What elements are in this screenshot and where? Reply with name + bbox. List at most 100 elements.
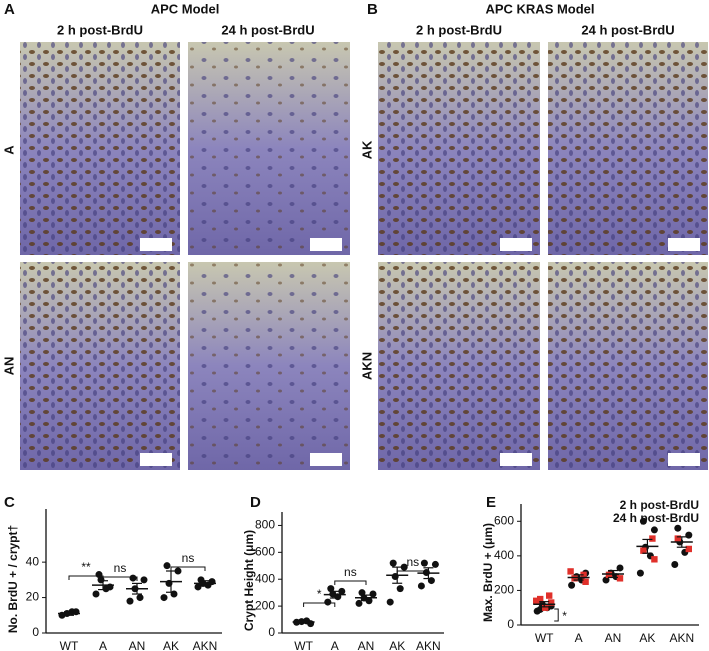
- x-tick-label: AN: [129, 639, 146, 651]
- x-tick-label: AK: [639, 631, 655, 645]
- y-tick-label: 0: [268, 625, 275, 639]
- data-point: [197, 576, 205, 584]
- y-tick-label: 0: [507, 617, 514, 631]
- x-tick-label: AK: [389, 639, 405, 651]
- x-tick-label: AN: [605, 631, 622, 645]
- scale-bar: [140, 453, 172, 466]
- scale-bar: [310, 238, 342, 251]
- data-point: [636, 569, 644, 577]
- scale-bar: [500, 453, 532, 466]
- data-point: [338, 587, 346, 595]
- y-tick-label: 20: [26, 590, 40, 604]
- micrograph-texture: [20, 262, 180, 470]
- data-point: [536, 605, 544, 613]
- data-point: [685, 545, 692, 553]
- data-point: [160, 594, 168, 602]
- row-label: AKN: [359, 352, 374, 380]
- data-point: [640, 547, 647, 554]
- data-point: [431, 560, 439, 568]
- x-tick-label: WT: [60, 639, 79, 651]
- panel-label: C: [4, 494, 15, 511]
- data-point: [355, 599, 363, 607]
- data-point: [533, 597, 540, 604]
- scale-bars: [140, 238, 700, 466]
- data-point: [163, 562, 171, 570]
- data-point: [389, 559, 397, 567]
- data-point: [95, 571, 103, 579]
- data-point: [417, 582, 425, 590]
- data-point: [548, 599, 555, 606]
- data-point: [126, 597, 134, 605]
- panel-label: D: [250, 494, 261, 511]
- significance-bracket: [334, 580, 367, 585]
- y-axis-label: Max. BrdU + (μm): [481, 523, 495, 622]
- micrograph-texture: [378, 262, 540, 470]
- scale-bar: [310, 453, 342, 466]
- legend-entry: 2 h post-BrdU: [620, 498, 699, 512]
- y-tick-label: 400: [494, 548, 514, 562]
- significance-label: **: [81, 560, 91, 574]
- micrograph-texture: [548, 42, 708, 255]
- significance-label: *: [562, 609, 567, 623]
- significance-label: ns: [182, 551, 195, 565]
- significance-label: ns: [406, 555, 419, 569]
- y-tick-label: 200: [255, 598, 275, 612]
- data-point: [129, 574, 137, 582]
- data-point: [546, 592, 553, 599]
- y-axis-label: No. BrdU + / crypt†: [6, 525, 20, 633]
- data-point: [568, 581, 576, 589]
- data-point: [605, 571, 613, 579]
- y-tick-label: 40: [26, 554, 40, 568]
- x-tick-label: A: [99, 639, 107, 651]
- data-point: [324, 598, 332, 606]
- column-label: 2 h post-BrdU: [57, 22, 143, 37]
- row-label: AK: [359, 140, 374, 159]
- y-tick-label: 600: [255, 545, 275, 559]
- scale-bar: [668, 238, 700, 251]
- data-point: [671, 561, 679, 568]
- data-point: [358, 589, 366, 597]
- panel-label: B: [367, 1, 378, 18]
- significance-label: ns: [344, 565, 357, 579]
- data-point: [542, 604, 549, 611]
- micrograph-texture: [378, 42, 540, 255]
- panel-label: E: [486, 494, 496, 511]
- x-tick-label: AKN: [416, 639, 441, 651]
- x-tick-label: AKN: [669, 631, 694, 645]
- y-tick-label: 0: [32, 625, 39, 639]
- data-point: [580, 571, 587, 579]
- y-axis-label: Crypt Height (μm): [242, 530, 256, 631]
- scale-bar: [668, 453, 700, 466]
- x-tick-label: A: [575, 631, 583, 645]
- column-label: 2 h post-BrdU: [416, 22, 502, 37]
- x-tick-label: WT: [294, 639, 313, 651]
- row-label: A: [1, 145, 16, 155]
- significance-bracket: [102, 576, 138, 581]
- y-tick-label: 800: [255, 518, 275, 532]
- y-tick-label: 600: [494, 513, 514, 527]
- data-point: [674, 524, 682, 532]
- data-point: [386, 598, 394, 606]
- data-point: [140, 576, 148, 584]
- x-tick-label: AK: [163, 639, 179, 651]
- column-label: 24 h post-BrdU: [581, 22, 674, 37]
- row-label: AN: [1, 357, 16, 376]
- x-tick-label: WT: [535, 631, 554, 645]
- data-point: [616, 564, 624, 572]
- data-point: [571, 575, 578, 582]
- significance-label: *: [317, 587, 322, 601]
- x-tick-label: A: [331, 639, 339, 651]
- legend-entry: 24 h post-BrdU: [613, 511, 699, 525]
- data-point: [136, 594, 144, 602]
- data-point: [396, 585, 404, 593]
- data-point: [327, 585, 335, 593]
- y-tick-label: 200: [494, 583, 514, 597]
- y-tick-label: 400: [255, 571, 275, 585]
- data-point: [651, 556, 658, 563]
- data-point: [649, 535, 656, 542]
- data-point: [420, 559, 428, 567]
- micrograph-texture: [188, 42, 350, 255]
- significance-bracket: [554, 608, 559, 622]
- data-point: [537, 595, 544, 603]
